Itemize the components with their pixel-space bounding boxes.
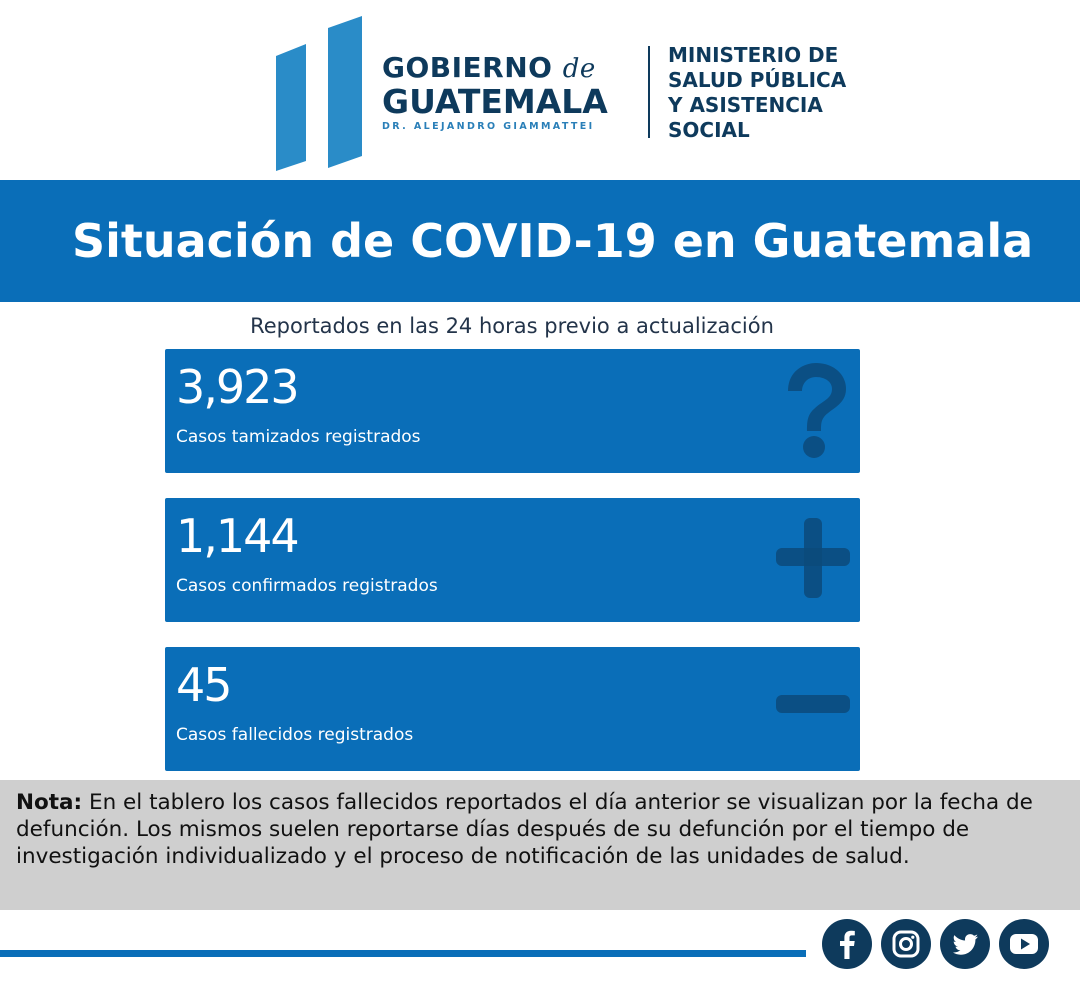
gov-president: DR. ALEJANDRO GIAMMATTEI [382,121,595,132]
gov-name-line1: GOBIERNO de [382,51,596,85]
stat-value: 1,144 [176,509,300,563]
stat-card-screened: 3,923 Casos tamizados registrados [165,349,860,473]
gov-name-line2: GUATEMALA [382,82,608,121]
note-text: En el tablero los casos fallecidos repor… [16,790,1033,869]
stat-label: Casos tamizados registrados [176,427,421,447]
instagram-link[interactable] [881,919,931,969]
twitter-icon [952,934,978,955]
ministry-name: MINISTERIO DE SALUD PÚBLICA Y ASISTENCIA… [668,43,846,143]
note-label: Nota: [16,790,83,815]
gov-name-de: de [562,54,596,84]
stat-card-deaths: 45 Casos fallecidos registrados [165,647,860,771]
instagram-icon [892,930,920,958]
page-title: Situación de COVID-19 en Guatemala [72,214,1034,268]
government-wordmark: GOBIERNO de GUATEMALA DR. ALEJANDRO GIAM… [382,51,608,133]
facebook-link[interactable] [822,919,872,969]
stat-card-confirmed: 1,144 Casos confirmados registrados [165,498,860,622]
title-band [0,180,1080,302]
government-logo-icon [276,16,362,171]
header-divider [648,46,650,138]
ministry-line: MINISTERIO DE [668,43,839,67]
question-icon [788,363,846,458]
stat-label: Casos fallecidos registrados [176,725,414,745]
youtube-icon [1010,934,1038,954]
stat-value: 3,923 [176,360,300,414]
note-box: Nota: En el tablero los casos fallecidos… [0,780,1080,910]
page-subtitle: Reportados en las 24 horas previo a actu… [250,314,774,338]
stat-value: 45 [176,658,233,712]
twitter-link[interactable] [940,919,990,969]
facebook-icon [840,930,855,959]
plus-icon [776,518,850,598]
ministry-line: Y ASISTENCIA [668,93,823,117]
ministry-line: SALUD PÚBLICA [668,68,847,92]
minus-icon [776,695,850,713]
youtube-link[interactable] [999,919,1049,969]
stat-label: Casos confirmados registrados [176,576,438,596]
footer-line [0,950,806,957]
ministry-line: SOCIAL [668,118,750,142]
